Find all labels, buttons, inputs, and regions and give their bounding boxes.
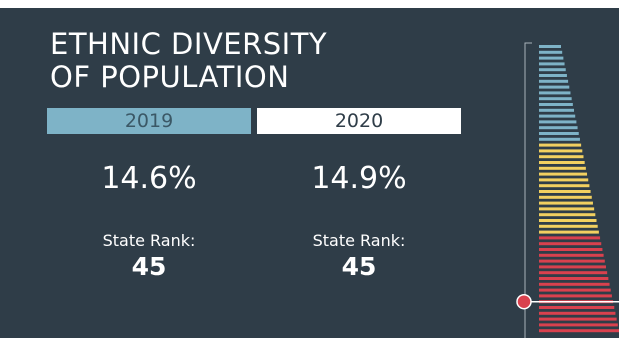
state-rank-bar-38 — [539, 259, 605, 263]
state-rank-bar-7 — [539, 79, 569, 83]
year-tab-2019[interactable]: 2019 — [47, 108, 251, 134]
highlight-rank-marker — [516, 293, 532, 310]
state-rank-bar-13 — [539, 114, 576, 118]
state-rank-bar-12 — [539, 108, 575, 112]
state-rank-bar-27 — [539, 195, 592, 199]
state-rank-bar-14 — [539, 120, 577, 124]
state-rank-bar-39 — [539, 265, 606, 269]
state-rank-bar-20 — [539, 155, 584, 159]
state-rank-bar-22 — [539, 166, 586, 170]
state-rank-bar-19 — [539, 149, 583, 153]
page-title: ETHNIC DIVERSITY OF POPULATION — [50, 28, 327, 94]
rank-value-2020: 45 — [341, 252, 377, 281]
state-rank-bar-35 — [539, 242, 602, 246]
state-rank-bar-9 — [539, 91, 571, 95]
state-rank-bar-44 — [539, 294, 612, 298]
state-rank-bar-48 — [539, 317, 617, 321]
state-rank-bar-11 — [539, 103, 573, 106]
state-rank-bar-16 — [539, 132, 579, 135]
rank-value-2019: 45 — [131, 252, 167, 281]
state-rank-bar-5 — [539, 68, 566, 72]
state-rank-bar-42 — [539, 282, 610, 286]
state-rank-bar-37 — [539, 253, 604, 257]
state-rank-bar-47 — [539, 311, 616, 315]
year-tab-2020[interactable]: 2020 — [257, 108, 461, 134]
state-rank-bar-30 — [539, 213, 596, 217]
state-rank-bar-46 — [539, 306, 615, 309]
state-rank-bar-29 — [539, 207, 595, 211]
state-rank-bar-25 — [539, 184, 590, 188]
state-rank-bar-50 — [539, 329, 619, 333]
state-rank-bar-3 — [539, 56, 564, 60]
state-rank-bar-26 — [539, 190, 591, 193]
state-rank-bar-24 — [539, 178, 589, 182]
state-rank-bar-18 — [539, 143, 582, 147]
top-rule — [0, 0, 619, 8]
state-rank-bar-28 — [539, 201, 593, 205]
state-rank-bar-43 — [539, 288, 611, 292]
state-rank-bar-15 — [539, 126, 578, 130]
value-2020: 14.9% — [311, 161, 407, 196]
state-rank-bar-1 — [539, 45, 561, 48]
rank-label-2019: State Rank: — [102, 231, 196, 250]
state-rank-bar-17 — [539, 137, 580, 141]
state-rank-bar-34 — [539, 236, 601, 240]
value-2019: 14.6% — [101, 161, 197, 196]
state-rank-bar-23 — [539, 172, 588, 176]
state-rank-bar-32 — [539, 224, 598, 228]
state-rank-bar-2 — [539, 50, 563, 54]
title-line-2: OF POPULATION — [50, 60, 290, 94]
state-rank-bar-10 — [539, 97, 572, 101]
state-rank-bar-41 — [539, 277, 609, 280]
title-line-1: ETHNIC DIVERSITY — [50, 27, 328, 61]
rank-label-2020: State Rank: — [312, 231, 406, 250]
state-rank-bar-33 — [539, 230, 599, 234]
state-rank-bar-4 — [539, 62, 565, 66]
state-rank-bar-6 — [539, 74, 567, 77]
state-rank-bar-40 — [539, 271, 608, 275]
state-rank-bar-8 — [539, 85, 570, 89]
state-rank-bar-31 — [539, 219, 597, 222]
state-rank-bar-21 — [539, 161, 585, 164]
rank-axis-line — [524, 42, 532, 338]
state-rank-bar-49 — [539, 323, 618, 327]
state-rank-bar-36 — [539, 248, 603, 251]
